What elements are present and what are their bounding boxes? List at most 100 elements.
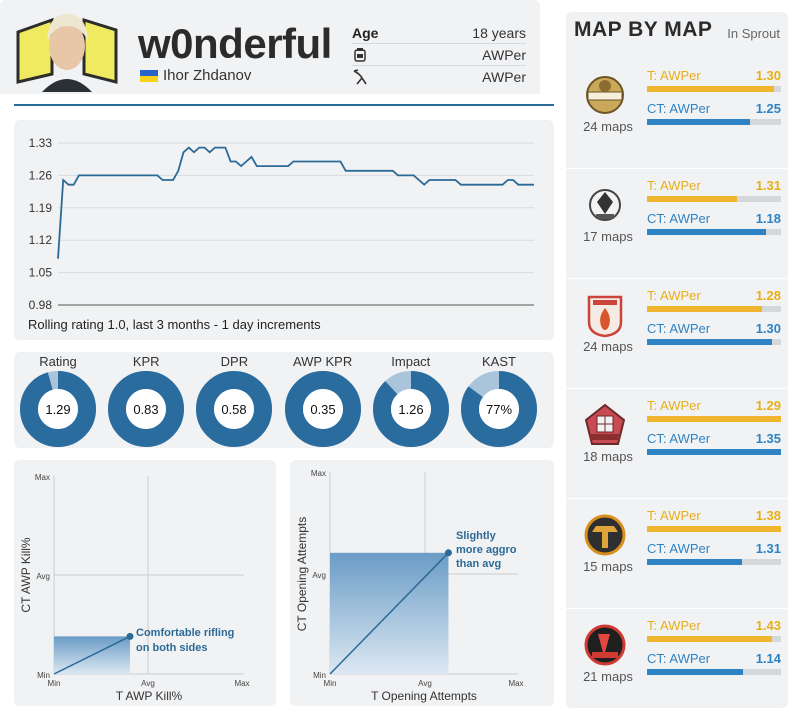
ct-side-rating: 1.35 bbox=[755, 431, 781, 446]
ct-side-label: CT: AWPer bbox=[647, 211, 711, 226]
kill-annotation-line2: on both sides bbox=[136, 642, 208, 654]
kill-x-tick-avg: Avg bbox=[141, 679, 155, 688]
stat-dpr: DPR 0.58 bbox=[189, 352, 279, 447]
kill-x-tick-min: Min bbox=[48, 679, 61, 688]
ct-rating-bar-fill bbox=[647, 339, 772, 345]
ct-side-stat: CT: AWPer 1.30 bbox=[647, 321, 781, 345]
ancient-logo-icon bbox=[586, 76, 624, 114]
t-side-stat: T: AWPer 1.31 bbox=[647, 178, 781, 202]
kill-y-label: CT AWP Kill% bbox=[19, 537, 33, 612]
opening-annotation-line2: more aggro bbox=[456, 544, 517, 556]
ct-rating-bar-fill bbox=[647, 449, 781, 455]
info-t-role-value: AWPer bbox=[482, 46, 526, 63]
donut-fill bbox=[20, 371, 96, 447]
stat-label: DPR bbox=[220, 354, 249, 369]
mirage-logo-icon bbox=[584, 403, 626, 445]
t-side-label: T: AWPer bbox=[647, 288, 701, 303]
opening-annotation-line1: Slightly bbox=[456, 530, 497, 542]
map-count: 24 maps bbox=[583, 339, 633, 354]
t-side-label: T: AWPer bbox=[647, 508, 701, 523]
kill-player-point bbox=[126, 632, 134, 640]
player-real-name: Ihor Zhdanov bbox=[163, 67, 252, 84]
donut-center bbox=[302, 389, 343, 429]
t-side-stat: T: AWPer 1.28 bbox=[647, 288, 781, 312]
stat-label: KPR bbox=[132, 354, 160, 369]
y-tick-label: 1.33 bbox=[29, 136, 53, 150]
opening-x-tick-avg: Avg bbox=[418, 679, 432, 688]
stat-rating: Rating 1.29 bbox=[13, 352, 103, 447]
info-row-t-role: AWPer bbox=[352, 44, 526, 66]
awp-kill-scatter-panel: Comfortable rifling on both sides Max Av… bbox=[14, 460, 276, 706]
kill-trend-line bbox=[53, 635, 131, 675]
opening-y-tick-min: Min bbox=[313, 671, 326, 680]
map-row: 21 maps T: AWPer 1.43 CT: AWPer 1.14 bbox=[566, 608, 788, 718]
stat-value: 77% bbox=[486, 402, 512, 417]
ct-side-rating: 1.30 bbox=[755, 321, 781, 336]
ct-rating-bar bbox=[647, 669, 781, 675]
opening-scatter: Slightly more aggro than avg Max Avg Min… bbox=[295, 469, 524, 703]
donut-center bbox=[126, 389, 167, 429]
stat-donut: 77% bbox=[461, 371, 537, 447]
rating-line-chart: 0.98 1.05 1.12 1.19 1.26 1.33 bbox=[29, 136, 534, 312]
donut-fill bbox=[461, 371, 537, 447]
info-ct-role-value: AWPer bbox=[482, 69, 526, 85]
stat-donut: 0.35 bbox=[284, 371, 361, 447]
kill-x-label: T AWP Kill% bbox=[116, 689, 183, 703]
info-age-value: 18 years bbox=[472, 24, 526, 41]
t-side-role-icon bbox=[352, 47, 368, 63]
map-row: 24 maps T: AWPer 1.28 CT: AWPer 1.30 bbox=[566, 278, 788, 388]
opening-x-label: T Opening Attempts bbox=[371, 689, 477, 703]
ct-rating-bar-fill bbox=[647, 559, 743, 565]
y-tick-label: 1.05 bbox=[29, 266, 53, 280]
kill-annotation-line1: Comfortable rifling bbox=[136, 627, 234, 639]
overpass-logo-icon bbox=[584, 514, 626, 556]
t-side-label: T: AWPer bbox=[647, 178, 701, 193]
t-rating-bar-fill bbox=[647, 416, 781, 422]
map-count: 18 maps bbox=[583, 449, 633, 464]
t-side-rating: 1.38 bbox=[755, 508, 781, 523]
map-row: 18 maps T: AWPer 1.29 CT: AWPer 1.35 bbox=[566, 388, 788, 498]
t-side-label: T: AWPer bbox=[647, 68, 701, 83]
ct-side-label: CT: AWPer bbox=[647, 541, 711, 556]
t-side-rating: 1.29 bbox=[755, 398, 781, 413]
donut-center bbox=[38, 389, 78, 429]
ct-side-stat: CT: AWPer 1.25 bbox=[647, 101, 781, 125]
player-info-table: Age 18 years AWPer AWPer bbox=[352, 22, 526, 88]
ct-side-label: CT: AWPer bbox=[647, 431, 711, 446]
t-rating-bar-fill bbox=[647, 636, 772, 642]
t-side-rating: 1.43 bbox=[755, 618, 781, 633]
ct-side-stat: CT: AWPer 1.35 bbox=[647, 431, 781, 455]
ct-rating-bar bbox=[647, 559, 781, 565]
t-side-rating: 1.30 bbox=[755, 68, 781, 83]
player-avatar bbox=[16, 14, 118, 92]
t-side-label: T: AWPer bbox=[647, 398, 701, 413]
ct-rating-bar bbox=[647, 339, 781, 345]
stat-value: 0.35 bbox=[310, 402, 335, 417]
awp-kill-scatter: Comfortable rifling on both sides Max Av… bbox=[19, 473, 250, 703]
stat-value: 0.58 bbox=[222, 402, 247, 417]
y-tick-label: 0.98 bbox=[29, 298, 53, 312]
map-count: 21 maps bbox=[583, 669, 633, 684]
ct-side-rating: 1.14 bbox=[755, 651, 781, 666]
opening-player-point bbox=[444, 549, 452, 557]
stat-label: Impact bbox=[391, 354, 431, 369]
player-header: w0nderful Ihor Zhdanov Age 18 years AWPe… bbox=[0, 0, 540, 94]
t-side-stat: T: AWPer 1.30 bbox=[647, 68, 781, 92]
stats-panel: Rating 1.29 KPR 0.83 DPR 0.58 AWP KPR 0.35 Impac… bbox=[14, 352, 554, 448]
stat-awp-kpr: AWP KPR 0.35 bbox=[278, 352, 368, 447]
map-by-map-title: MAP BY MAP bbox=[574, 18, 713, 41]
nuke-logo-icon bbox=[589, 189, 621, 221]
ct-side-role-icon bbox=[352, 68, 368, 86]
t-side-stat: T: AWPer 1.29 bbox=[647, 398, 781, 422]
map-row: 17 maps T: AWPer 1.31 CT: AWPer 1.18 bbox=[566, 168, 788, 278]
header-divider bbox=[14, 104, 554, 106]
inferno-logo-icon bbox=[587, 295, 623, 338]
t-rating-bar-fill bbox=[647, 196, 737, 202]
stat-kpr: KPR 0.83 bbox=[101, 352, 191, 447]
map-row: 24 maps T: AWPer 1.30 CT: AWPer 1.25 bbox=[566, 58, 788, 168]
stat-label: KAST bbox=[482, 354, 516, 369]
kill-y-tick-min: Min bbox=[37, 671, 50, 680]
ct-side-rating: 1.31 bbox=[755, 541, 781, 556]
t-rating-bar bbox=[647, 526, 781, 532]
opening-y-label: CT Opening Attempts bbox=[295, 517, 309, 632]
